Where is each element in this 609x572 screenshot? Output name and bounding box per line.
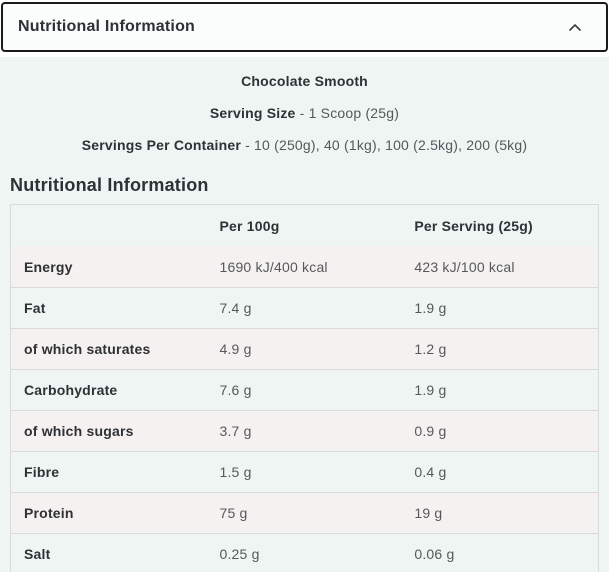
flavour-name: Chocolate Smooth [10,73,599,89]
nutrient-value-per-serving: 0.06 g [414,546,455,562]
nutrient-value-per-serving: 0.4 g [414,464,447,480]
table-row: Protein 75 g 19 g [11,492,598,533]
nutrient-label: Salt [24,546,51,562]
table-header-row: Per 100g Per Serving (25g) [11,205,598,246]
nutrient-label: Carbohydrate [24,382,118,398]
nutrient-label: Fibre [24,464,60,480]
nutrient-label: of which saturates [24,341,151,357]
nutrient-label: Energy [24,258,73,275]
nutrient-value-per-serving: 1.2 g [414,341,447,357]
accordion-title: Nutritional Information [18,18,196,35]
nutrient-value-per-100g: 4.9 g [219,341,252,357]
nutrient-label: of which sugars [24,423,134,439]
table-row: Fibre 1.5 g 0.4 g [11,451,598,492]
nutrient-value-per-100g: 7.6 g [219,382,252,398]
nutrient-value-per-serving: 1.9 g [414,300,447,316]
column-header-per-serving: Per Serving (25g) [414,217,533,234]
table-row: of which saturates 4.9 g 1.2 g [11,328,598,369]
servings-per-container-line: Servings Per Container - 10 (250g), 40 (… [10,137,599,153]
table-row: of which sugars 3.7 g 0.9 g [11,410,598,451]
serving-size-label: Serving Size [209,105,296,121]
separator: - [240,137,255,153]
serving-size-line: Serving Size - 1 Scoop (25g) [10,105,599,121]
table-row: Fat 7.4 g 1.9 g [11,287,598,328]
nutrient-value-per-100g: 7.4 g [219,300,252,316]
nutrition-table: Per 100g Per Serving (25g) Energy 1690 kJ… [10,204,599,572]
nutrient-value-per-serving: 1.9 g [414,382,447,398]
nutrient-value-per-100g: 3.7 g [219,423,252,439]
chevron-up-icon[interactable] [568,23,582,32]
table-row: Carbohydrate 7.6 g 1.9 g [11,369,598,410]
nutrient-value-per-serving: 19 g [414,505,443,521]
nutrient-value-per-100g: 75 g [219,505,248,521]
flavour-text: Chocolate Smooth [241,73,368,89]
nutrient-value-per-100g: 1.5 g [219,464,252,480]
table-row: Energy 1690 kJ/400 kcal 423 kJ/100 kcal [11,246,598,287]
table-row: Salt 0.25 g 0.06 g [11,533,598,572]
column-header-per-100g: Per 100g [219,217,280,234]
nutrition-table-body: Energy 1690 kJ/400 kcal 423 kJ/100 kcal Fat… [11,246,598,572]
nutrient-value-per-100g: 0.25 g [219,546,260,562]
servings-label: Servings Per Container [81,137,241,153]
servings-value: 10 (250g), 40 (1kg), 100 (2.5kg), 200 (5… [254,137,528,153]
nutrition-accordion-header[interactable]: Nutritional Information [1,2,608,52]
nutrient-value-per-serving: 0.9 g [414,423,447,439]
table-heading: Nutritional Information [10,175,209,195]
separator: - [295,105,309,121]
nutrient-value-per-100g: 1690 kJ/400 kcal [219,258,328,275]
nutrition-panel: Chocolate Smooth Serving Size - 1 Scoop … [0,57,609,572]
serving-size-value: 1 Scoop (25g) [308,105,400,121]
nutrient-label: Protein [24,505,74,521]
nutrient-value-per-serving: 423 kJ/100 kcal [414,258,515,275]
nutrient-label: Fat [24,300,46,316]
